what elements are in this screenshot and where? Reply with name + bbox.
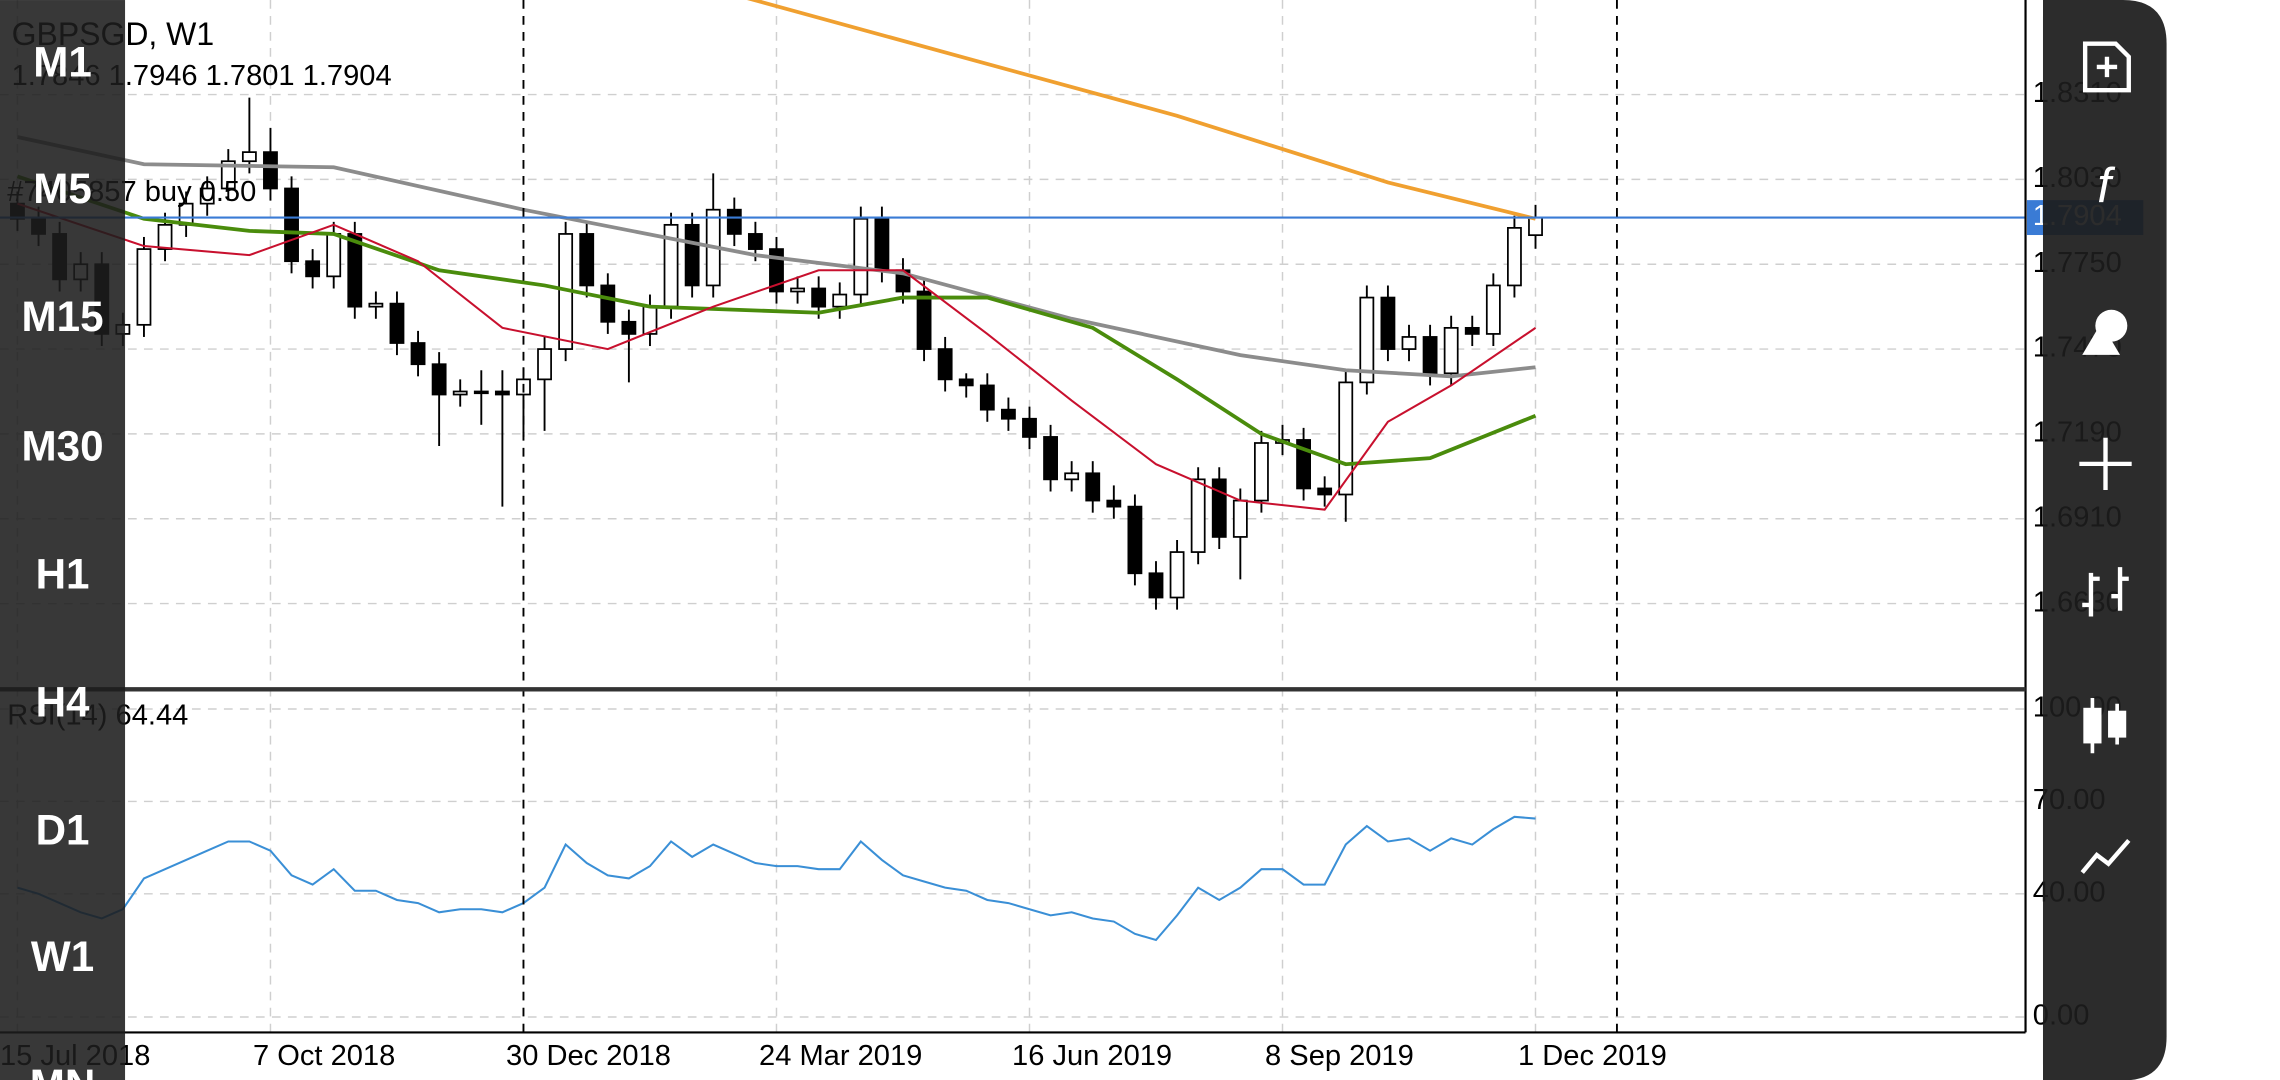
candle-body xyxy=(1422,336,1438,375)
timeframe-button[interactable]: M1 xyxy=(33,39,92,86)
objects-button[interactable] xyxy=(2082,309,2128,355)
moving-average xyxy=(16,174,1537,467)
candle-body xyxy=(726,208,742,235)
moving-average xyxy=(747,0,1536,221)
rsi-plot xyxy=(17,815,1536,942)
candle-body xyxy=(958,378,974,387)
candle-body xyxy=(874,217,890,272)
candle-body xyxy=(1148,572,1164,599)
candle-body xyxy=(579,233,595,287)
timeframe-button[interactable]: H1 xyxy=(36,550,90,597)
timeframe-button[interactable]: M30 xyxy=(22,422,104,469)
candle-body xyxy=(1106,499,1122,508)
x-tick-label: 1 Dec 2019 xyxy=(1518,1040,1667,1072)
rsi-line xyxy=(17,815,1536,942)
toolbar-bg xyxy=(2042,0,2167,1080)
candle-body xyxy=(220,160,236,190)
candle-body xyxy=(832,293,848,308)
candle-body xyxy=(1359,296,1375,384)
candle-body xyxy=(684,223,700,287)
indicators-button[interactable]: f xyxy=(2097,158,2115,213)
x-tick-label: 7 Oct 2018 xyxy=(253,1040,395,1072)
candle-body xyxy=(263,151,278,190)
x-tick-label: 24 Mar 2019 xyxy=(759,1040,922,1072)
timeframe-sidebar: M1 M5 M15 M30 H1 H4 D1 W1 MN xyxy=(0,0,126,1080)
candle-body xyxy=(494,390,510,396)
candle-body xyxy=(1485,284,1501,335)
timeframe-button[interactable]: W1 xyxy=(31,933,94,980)
candle-chart-button[interactable] xyxy=(2083,697,2127,754)
candle-body xyxy=(916,290,932,350)
sidebar-bg xyxy=(0,0,126,1080)
candle-body xyxy=(1085,472,1101,502)
candle-body xyxy=(621,320,637,335)
candle-body xyxy=(410,342,426,366)
line-chart-button[interactable] xyxy=(2080,839,2131,874)
new-order-button[interactable] xyxy=(2082,41,2131,93)
candle-body xyxy=(1528,216,1543,237)
x-tick-label: 30 Dec 2018 xyxy=(506,1040,671,1072)
x-tick-label: 8 Sep 2019 xyxy=(1265,1040,1414,1072)
candle-body xyxy=(1232,499,1248,538)
candle-body xyxy=(1064,472,1080,481)
candle-body xyxy=(241,151,257,163)
moving-average xyxy=(17,135,1536,379)
candle-body xyxy=(284,187,299,263)
candle-body xyxy=(473,390,489,395)
candle-body xyxy=(1169,551,1185,599)
candle-body xyxy=(1401,336,1417,350)
candle-body xyxy=(1507,227,1522,287)
timeframe-button[interactable]: H4 xyxy=(36,678,90,725)
timeframe-button[interactable]: M5 xyxy=(33,165,92,212)
timeframe-button[interactable]: D1 xyxy=(36,806,90,853)
candle-body xyxy=(1000,408,1016,420)
candle-body xyxy=(452,390,468,396)
candle-body xyxy=(136,248,152,326)
candle-body xyxy=(1464,326,1480,335)
x-tick-label: 16 Jun 2019 xyxy=(1012,1040,1172,1072)
candle-body xyxy=(979,384,995,411)
candle-body xyxy=(1190,478,1206,553)
candle-body xyxy=(1380,296,1396,350)
candle-body xyxy=(747,233,763,250)
candle-body xyxy=(389,302,405,344)
candle-body xyxy=(937,348,953,381)
candle-body xyxy=(431,363,447,396)
timeframe-button[interactable]: M15 xyxy=(22,293,104,340)
candle-body xyxy=(1127,505,1143,575)
candle-body xyxy=(790,287,805,293)
crosshair-button[interactable] xyxy=(2079,437,2132,491)
candle-body xyxy=(368,302,384,308)
moving-average xyxy=(17,202,1537,511)
candle-body xyxy=(1211,478,1227,538)
timeframe-button[interactable]: MN xyxy=(30,1061,96,1080)
candle-body xyxy=(157,223,173,250)
bar-chart-button[interactable] xyxy=(2082,567,2129,617)
candle-body xyxy=(199,187,215,205)
candle-body xyxy=(1317,487,1333,496)
candle-body xyxy=(853,217,869,296)
candle-body xyxy=(1443,326,1459,375)
candle-body xyxy=(1338,381,1354,496)
candle-body xyxy=(347,233,363,308)
candle-body xyxy=(537,348,552,381)
candle-body xyxy=(1254,442,1269,502)
candle-body xyxy=(811,287,827,308)
right-toolbar: f xyxy=(2042,0,2167,1080)
candle-body xyxy=(1022,417,1037,438)
grid xyxy=(0,0,2026,1033)
candle-body xyxy=(1043,436,1058,481)
candle-body xyxy=(600,284,616,323)
candle-body xyxy=(326,233,342,278)
candle-body xyxy=(305,260,321,278)
